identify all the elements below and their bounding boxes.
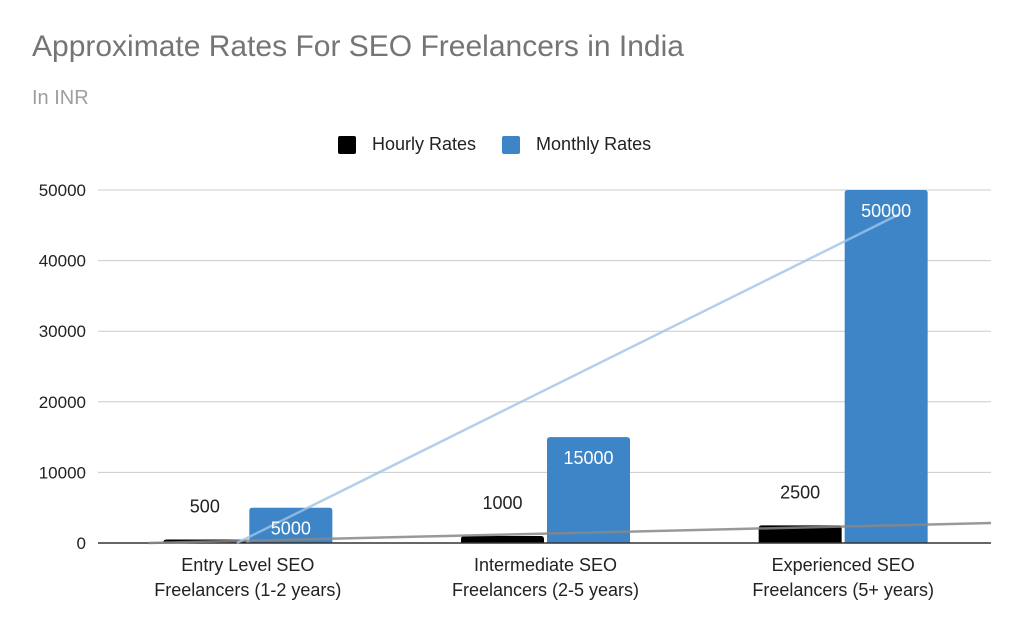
x-tick-label: Intermediate SEO — [474, 555, 617, 575]
chart-legend: Hourly Rates Monthly Rates — [338, 134, 677, 155]
legend-swatch-monthly-icon — [502, 135, 521, 154]
x-tick-label: Experienced SEO — [772, 555, 915, 575]
trendlines — [148, 213, 992, 545]
y-tick-label: 20000 — [39, 393, 86, 412]
y-tick-label: 10000 — [39, 463, 86, 482]
bar-monthly[interactable] — [844, 190, 928, 543]
trendline-hourly — [148, 521, 992, 545]
data-label: 15000 — [563, 448, 613, 468]
legend-swatch-hourly-icon — [338, 135, 356, 154]
chart-subtitle: In INR — [32, 87, 89, 109]
gridlines — [98, 189, 991, 473]
bar-monthly[interactable] — [547, 437, 630, 543]
y-axis-ticks: 0 10000 20000 30000 40000 50000 — [39, 181, 86, 553]
bar-hourly[interactable] — [758, 525, 842, 543]
bar-hourly[interactable] — [461, 535, 544, 543]
legend-item-monthly[interactable]: Monthly Rates — [502, 134, 651, 155]
x-tick-label: Freelancers (2-5 years) — [452, 580, 639, 600]
x-tick-label: Freelancers (5+ years) — [752, 580, 934, 600]
bars — [98, 190, 991, 544]
x-axis-labels: Entry Level SEO Freelancers (1-2 years) In… — [154, 555, 934, 600]
x-tick-label: Entry Level SEO — [181, 555, 314, 575]
y-tick-label: 50000 — [39, 181, 86, 200]
data-label: 500 — [190, 496, 220, 516]
data-label: 50000 — [861, 201, 911, 221]
y-tick-label: 30000 — [39, 322, 86, 341]
data-label: 1000 — [482, 493, 522, 513]
trendline-monthly — [236, 213, 899, 545]
legend-label-hourly: Hourly Rates — [372, 134, 477, 154]
y-tick-label: 40000 — [39, 252, 86, 271]
legend-label-monthly: Monthly Rates — [536, 134, 652, 154]
y-tick-label: 0 — [77, 534, 86, 553]
data-label: 5000 — [271, 519, 311, 539]
data-label: 2500 — [780, 482, 820, 502]
legend-item-hourly[interactable]: Hourly Rates — [338, 134, 476, 155]
data-labels: 500 5000 1000 15000 2500 50000 — [190, 201, 911, 539]
bar-monthly[interactable] — [249, 507, 333, 543]
x-tick-label: Freelancers (1-2 years) — [154, 580, 341, 600]
chart-title: Approximate Rates For SEO Freelancers in… — [32, 30, 684, 63]
